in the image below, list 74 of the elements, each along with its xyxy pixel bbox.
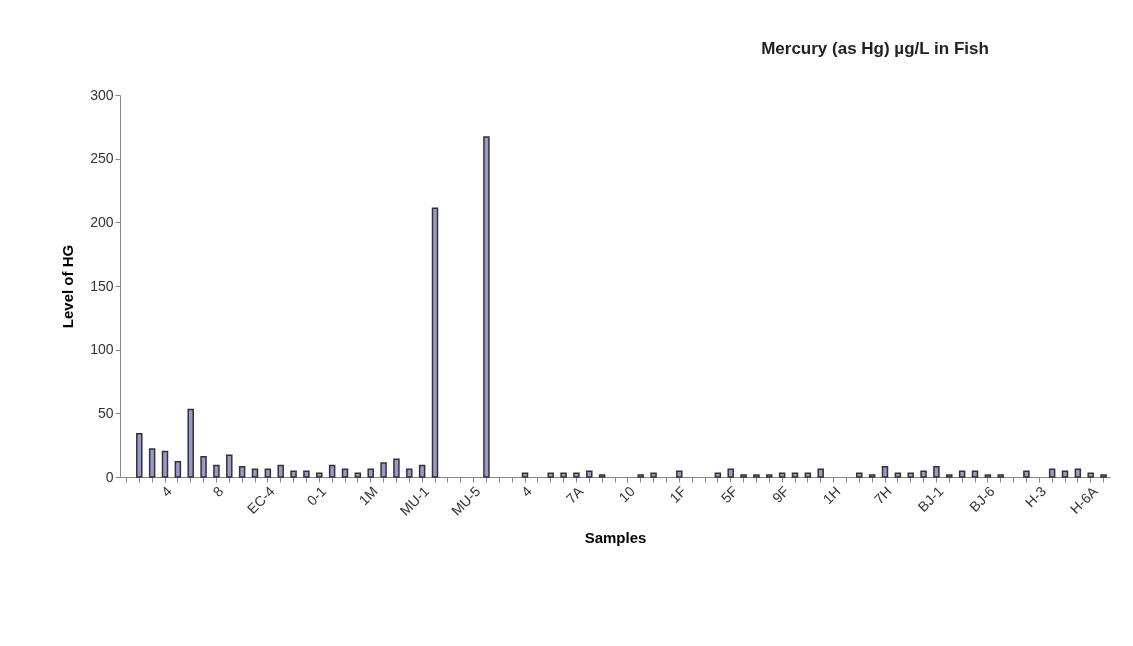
y-tick-label: 200 [90, 213, 114, 230]
y-tick-label: 0 [105, 468, 114, 485]
bar [406, 468, 413, 478]
bar [251, 468, 259, 478]
bar [856, 472, 863, 478]
bar [804, 472, 812, 478]
x-tick-label: 9F [769, 483, 793, 506]
bar [1074, 468, 1082, 478]
bar [560, 472, 567, 478]
bar [380, 462, 387, 478]
bar [586, 470, 593, 478]
bar [367, 468, 374, 478]
bar [791, 472, 799, 478]
bar [264, 468, 272, 478]
bar [971, 470, 979, 478]
bar [431, 207, 439, 478]
x-tick-label: 4 [158, 482, 176, 500]
bar [483, 136, 490, 478]
bar [148, 448, 156, 478]
x-tick-label: 7A [562, 482, 587, 507]
bar [920, 470, 927, 478]
bar [341, 468, 349, 478]
bar [1023, 470, 1030, 478]
bar [303, 470, 310, 478]
bar [226, 454, 233, 478]
bar [161, 450, 169, 478]
y-tick-label: 250 [90, 150, 114, 167]
bar [650, 472, 657, 478]
x-tick-label: H-3 [1021, 482, 1050, 511]
x-tick-label: 1H [819, 483, 844, 508]
x-tick-label: 7H [870, 483, 895, 508]
bar [714, 472, 722, 478]
x-tick-label: 8 [209, 482, 227, 500]
bar [573, 472, 580, 478]
bar [328, 464, 336, 478]
bar [316, 472, 323, 478]
bar [778, 472, 786, 478]
y-tick-label: 300 [90, 86, 114, 103]
bar [238, 466, 246, 478]
bar [393, 458, 400, 478]
bar [290, 470, 297, 478]
bar [1061, 470, 1069, 478]
x-tick-label: 1M [355, 483, 381, 509]
bar [907, 472, 914, 478]
bar [676, 470, 683, 478]
bar [547, 472, 554, 478]
x-tick-label: 10 [615, 482, 638, 506]
x-tick-label: 5F [717, 483, 741, 506]
bar [277, 464, 284, 478]
y-tick-label: 100 [90, 341, 114, 358]
bar [817, 468, 824, 478]
x-axis-title: Samples [584, 528, 647, 546]
bar [1048, 468, 1056, 478]
y-axis-title: Level of HG [59, 244, 77, 329]
x-tick-label: 4 [518, 482, 536, 500]
bar [187, 408, 194, 478]
bar [354, 472, 362, 478]
bar [958, 470, 966, 478]
bar [418, 464, 426, 478]
bar [174, 460, 182, 478]
bar [136, 432, 143, 478]
bar [1087, 472, 1094, 478]
bar [727, 468, 734, 478]
bar [521, 472, 529, 478]
y-tick-label: 50 [97, 404, 114, 421]
x-tick-label: 0-1 [303, 482, 330, 509]
x-tick-label: 1F [666, 483, 690, 506]
chart-title: Mercury (as Hg) µg/L in Fish [761, 39, 989, 58]
bar [213, 464, 220, 478]
bar [881, 466, 889, 478]
bar [894, 472, 902, 478]
bar [933, 466, 940, 478]
y-tick-label: 150 [90, 277, 114, 294]
bar [200, 455, 207, 478]
